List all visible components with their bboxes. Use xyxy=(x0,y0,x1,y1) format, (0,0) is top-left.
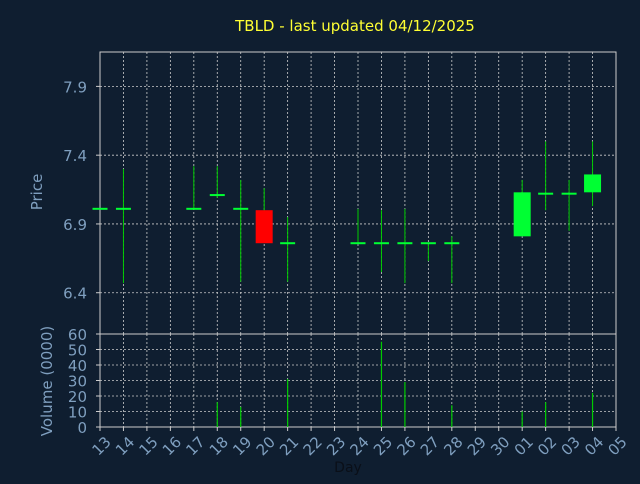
candle-body xyxy=(538,192,554,195)
x-axis-label: Day xyxy=(334,460,362,476)
price-tick-label: 6.9 xyxy=(63,216,87,234)
volume-tick-label: 50 xyxy=(68,342,87,360)
candle-body xyxy=(420,242,436,245)
price-tick-label: 6.4 xyxy=(63,285,87,303)
candle-body xyxy=(584,174,602,193)
volume-tick-label: 30 xyxy=(68,373,87,391)
price-tick-label: 7.9 xyxy=(63,78,87,96)
candle xyxy=(561,179,577,231)
volume-tick-label: 60 xyxy=(68,326,87,344)
candle-body xyxy=(209,194,225,197)
candle xyxy=(513,179,531,237)
candle-body xyxy=(444,242,460,245)
candle-body xyxy=(92,207,108,210)
candle-body xyxy=(350,242,366,245)
candle xyxy=(280,217,296,282)
price-tick-label: 7.4 xyxy=(63,147,87,165)
candle xyxy=(420,242,436,262)
candle xyxy=(373,210,389,273)
candle xyxy=(397,208,413,284)
candle-body xyxy=(115,207,131,210)
candle-body xyxy=(186,207,202,210)
candle xyxy=(115,168,131,284)
candle-body xyxy=(561,192,577,195)
volume-tick-label: 20 xyxy=(68,388,87,406)
candle xyxy=(538,141,554,211)
chart-title: TBLD - last updated 04/12/2025 xyxy=(234,17,475,35)
candle xyxy=(186,166,202,210)
candle-body xyxy=(280,242,296,245)
candle-body xyxy=(255,210,273,244)
volume-tick-label: 40 xyxy=(68,357,87,375)
candle-body xyxy=(233,207,249,210)
price-panel: 6.4 6.9 7.4 7.9 xyxy=(63,51,617,335)
candle-body xyxy=(397,242,413,245)
candle xyxy=(255,188,273,244)
candle-body xyxy=(373,242,389,245)
volume-axis-label: Volume (0000) xyxy=(38,326,56,436)
candle xyxy=(209,166,225,198)
volume-tick-label: 0 xyxy=(77,419,87,437)
candle xyxy=(584,141,602,207)
candle xyxy=(233,179,249,282)
volume-tick-label: 10 xyxy=(68,404,87,422)
candle xyxy=(444,236,460,284)
price-axis-label: Price xyxy=(28,174,46,211)
candle xyxy=(350,208,366,245)
candle-body xyxy=(513,192,531,237)
candle xyxy=(92,207,108,210)
